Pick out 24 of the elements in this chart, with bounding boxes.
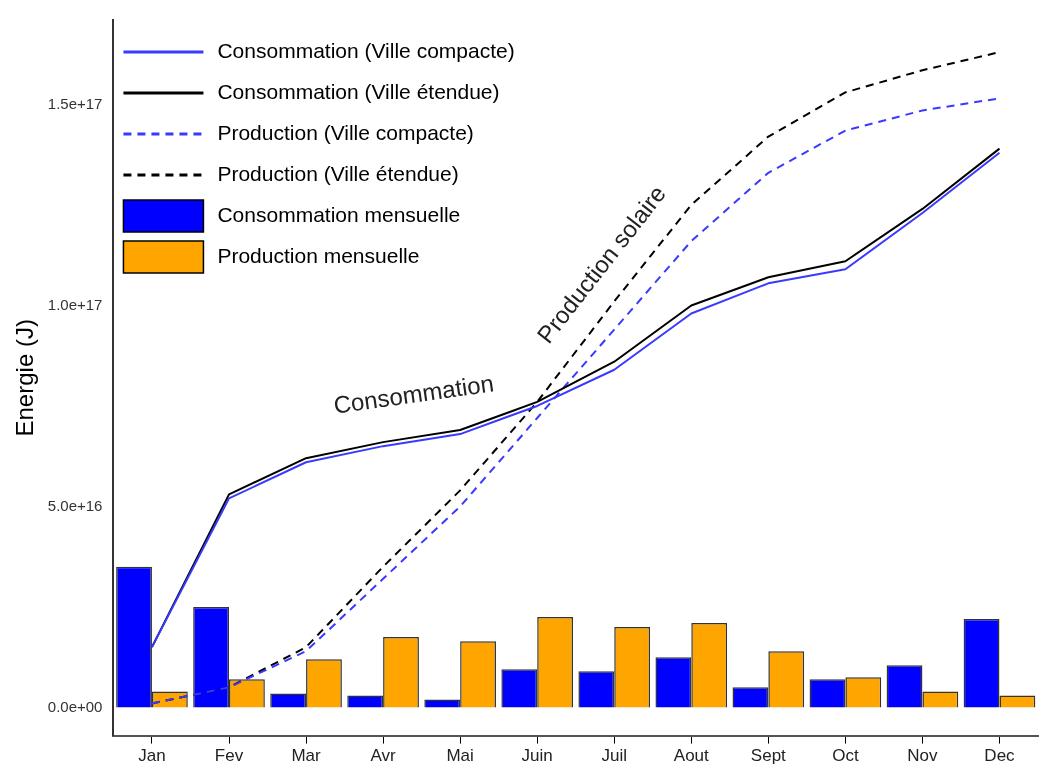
- y-tick-label: 0.0e+00: [47, 697, 103, 715]
- legend-label: Consommation (Ville compacte): [217, 38, 515, 62]
- x-tick-label: Avr: [370, 746, 397, 766]
- x-tick-label: Fev: [214, 746, 244, 766]
- x-tick-label: Juil: [601, 746, 627, 766]
- annotation: Consommation: [331, 369, 496, 419]
- x-tick-label: Nov: [907, 746, 939, 766]
- x-tick-label: Jan: [138, 746, 166, 766]
- legend-label: Consommation (Ville étendue): [217, 79, 500, 103]
- x-tick-label: Aout: [673, 746, 710, 766]
- legend-label: Consommation mensuelle: [217, 202, 461, 226]
- x-tick-label: Juin: [521, 746, 553, 766]
- legend-label: Production mensuelle: [217, 243, 420, 267]
- x-tick-label: Mai: [446, 746, 474, 766]
- x-tick-label: Dec: [984, 746, 1016, 766]
- legend-label: Production (Ville étendue): [217, 161, 459, 185]
- x-tick-label: Oct: [832, 746, 859, 766]
- x-tick-label: Mar: [291, 746, 322, 766]
- legend-label: Production (Ville compacte): [217, 120, 474, 144]
- y-tick-label: 1.0e+17: [47, 295, 103, 313]
- y-tick-label: 5.0e+16: [47, 496, 103, 514]
- x-tick-label: Sept: [750, 746, 787, 766]
- y-axis-title: Energie (J): [11, 319, 39, 437]
- y-tick-label: 1.5e+17: [47, 94, 103, 112]
